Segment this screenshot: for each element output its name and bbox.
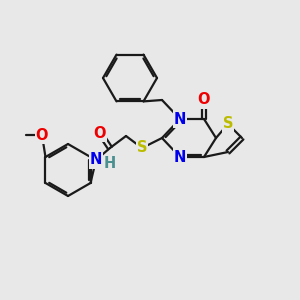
- Text: O: O: [94, 125, 106, 140]
- Text: O: O: [36, 128, 48, 142]
- Text: N: N: [174, 149, 186, 164]
- Text: H: H: [104, 157, 116, 172]
- Text: S: S: [137, 140, 147, 155]
- Text: O: O: [198, 92, 210, 107]
- Text: S: S: [223, 116, 233, 131]
- Text: N: N: [174, 112, 186, 127]
- Text: N: N: [90, 152, 102, 167]
